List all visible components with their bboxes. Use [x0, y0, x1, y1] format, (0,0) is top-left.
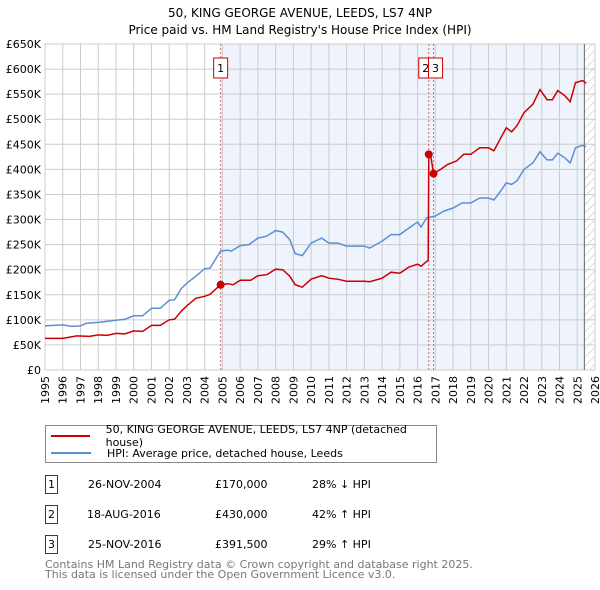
- x-tick-label: 2018: [447, 376, 460, 404]
- sale-point: [424, 150, 433, 159]
- future-hatch: [584, 44, 595, 370]
- y-tick-label: £50K: [13, 339, 42, 352]
- x-tick-label: 2007: [252, 376, 265, 404]
- y-tick-label: £500K: [6, 113, 42, 126]
- marker-badge: 3: [45, 535, 58, 554]
- x-tick-label: 2022: [518, 376, 531, 404]
- x-tick-label: 2009: [287, 376, 300, 404]
- x-tick-label: 2006: [234, 376, 247, 404]
- x-tick-label: 2013: [358, 376, 371, 404]
- legend-label: HPI: Average price, detached house, Leed…: [107, 446, 343, 460]
- marker-badge: 1: [45, 475, 58, 494]
- sale-date: 18-AUG-2016: [87, 508, 161, 521]
- x-tick-label: 2003: [181, 376, 194, 404]
- x-tick-label: 2015: [394, 376, 407, 404]
- table-row: 1 26-NOV-2004 £170,000 28% ↓ HPI: [45, 475, 545, 495]
- x-tick-label: 1999: [110, 376, 123, 404]
- x-tick-label: 2023: [536, 376, 549, 404]
- sale-label-box: [213, 57, 229, 79]
- legend-label: 50, KING GEORGE AVENUE, LEEDS, LS7 4NP (…: [105, 423, 407, 449]
- y-tick-label: £600K: [6, 63, 42, 76]
- price-chart: 50, KING GEORGE AVENUE, LEEDS, LS7 4NP P…: [6, 6, 600, 404]
- chart-subtitle: Price paid vs. HM Land Registry's House …: [128, 23, 471, 37]
- x-tick-label: 2004: [199, 376, 212, 404]
- sale-point: [429, 169, 438, 178]
- x-tick-label: 2020: [483, 376, 496, 404]
- y-tick-label: £100K: [6, 314, 42, 327]
- property-price-line: [45, 79, 587, 340]
- hpi-diff: 29% ↑ HPI: [312, 538, 371, 551]
- sale-label: 1: [217, 62, 224, 75]
- legend-item-hpi: HPI: Average price, detached house, Leed…: [46, 445, 343, 461]
- x-tick-label: 1996: [57, 376, 70, 404]
- chart-title: 50, KING GEORGE AVENUE, LEEDS, LS7 4NP: [168, 6, 432, 20]
- x-tick-label: 2010: [305, 376, 318, 404]
- x-tick-label: 2002: [163, 376, 176, 404]
- hpi-line: [44, 144, 587, 328]
- sale-point: [216, 280, 225, 289]
- x-tick-label: 2025: [571, 376, 584, 404]
- footer: Contains HM Land Registry data © Crown c…: [45, 558, 473, 581]
- x-tick-label: 1997: [74, 376, 87, 404]
- x-tick-label: 2017: [429, 376, 442, 404]
- sale-label: 2: [422, 62, 429, 75]
- y-tick-label: £550K: [6, 88, 42, 101]
- y-tick-label: £0: [27, 364, 41, 377]
- legend-swatch-blue: [51, 452, 91, 454]
- y-tick-label: £150K: [6, 289, 42, 302]
- sale-label: 3: [432, 62, 439, 75]
- sale-date: 26-NOV-2004: [88, 478, 162, 491]
- hpi-diff: 42% ↑ HPI: [312, 508, 371, 521]
- x-tick-label: 1995: [39, 376, 52, 404]
- y-tick-label: £300K: [6, 214, 42, 227]
- x-tick-label: 2008: [270, 376, 283, 404]
- x-tick-label: 2012: [341, 376, 354, 404]
- table-row: 3 25-NOV-2016 £391,500 29% ↑ HPI: [45, 535, 545, 555]
- y-tick-label: £250K: [6, 239, 42, 252]
- y-tick-label: £350K: [6, 188, 42, 201]
- x-tick-label: 2001: [145, 376, 158, 404]
- x-tick-label: 2000: [128, 376, 141, 404]
- table-row: 2 18-AUG-2016 £430,000 42% ↑ HPI: [45, 505, 545, 525]
- hpi-diff: 28% ↓ HPI: [312, 478, 371, 491]
- legend-swatch-red: [51, 435, 90, 437]
- x-tick-label: 2005: [216, 376, 229, 404]
- x-tick-label: 2014: [376, 376, 389, 404]
- x-tick-label: 2021: [500, 376, 513, 404]
- sale-price: £391,500: [215, 538, 268, 551]
- footer-copyright: Contains HM Land Registry data © Crown c…: [45, 558, 473, 571]
- sale-price: £430,000: [215, 508, 268, 521]
- y-tick-label: £650K: [6, 38, 42, 51]
- x-tick-label: 2024: [554, 376, 567, 404]
- x-tick-label: 2019: [465, 376, 478, 404]
- x-tick-label: 2026: [589, 376, 600, 404]
- legend-item-property: 50, KING GEORGE AVENUE, LEEDS, LS7 4NP (…: [46, 423, 436, 449]
- legend: 50, KING GEORGE AVENUE, LEEDS, LS7 4NP (…: [45, 423, 437, 463]
- footer-licence: This data is licensed under the Open Gov…: [45, 568, 396, 581]
- marker-badge: 2: [45, 505, 58, 524]
- sale-price: £170,000: [215, 478, 268, 491]
- x-tick-label: 2016: [412, 376, 425, 404]
- sale-date: 25-NOV-2016: [88, 538, 162, 551]
- sale-label-box: [428, 57, 444, 79]
- x-tick-label: 2011: [323, 376, 336, 404]
- x-tick-label: 1998: [92, 376, 105, 404]
- y-tick-label: £200K: [6, 264, 42, 277]
- y-tick-label: £450K: [6, 138, 42, 151]
- y-tick-label: £400K: [6, 163, 42, 176]
